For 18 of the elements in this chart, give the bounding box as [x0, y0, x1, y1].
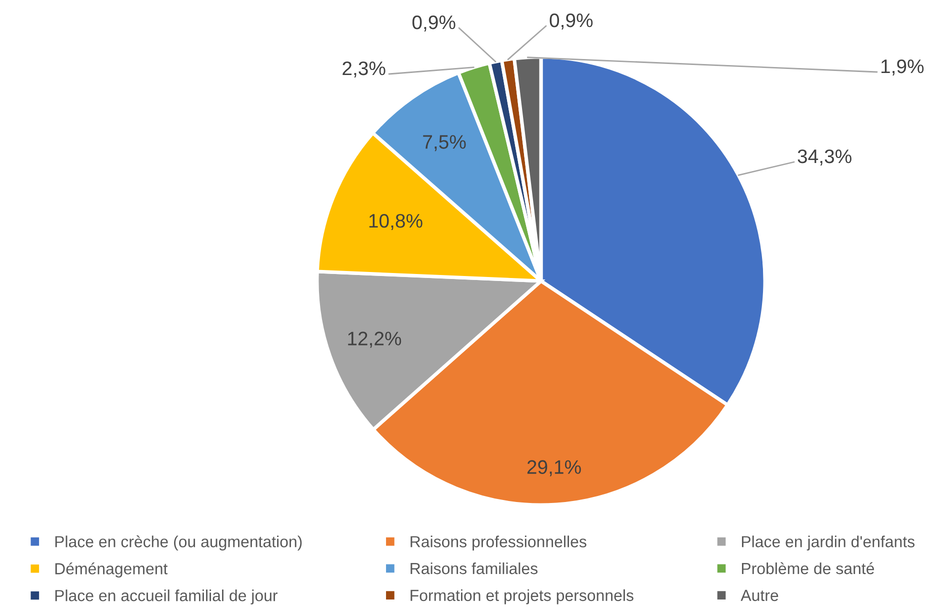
legend-label: Place en crèche (ou augmentation): [55, 535, 302, 550]
legend-label: Place en jardin d'enfants: [742, 536, 915, 550]
legend-label: Problème de santé: [742, 562, 874, 574]
legend-label: Place en accueil familial de jour: [55, 590, 278, 604]
data-label: 1,9%: [881, 59, 924, 76]
data-label: 10,8%: [369, 214, 422, 230]
data-label: 0,9%: [412, 15, 456, 32]
legend-label: Déménagement: [55, 562, 168, 578]
data-label: 34,3%: [798, 149, 852, 166]
legend-label: Autre: [740, 590, 778, 602]
legend-label: Raisons professionnelles: [410, 536, 586, 550]
data-label: 7,5%: [423, 135, 466, 152]
data-label: 29,1%: [527, 460, 581, 476]
data-label: 0,9%: [550, 13, 593, 30]
legend-label: Formation et projets personnels: [410, 589, 634, 604]
data-label: 2,3%: [342, 61, 386, 78]
legend-label: Raisons familiales: [410, 562, 538, 574]
data-label: 12,2%: [348, 332, 402, 348]
